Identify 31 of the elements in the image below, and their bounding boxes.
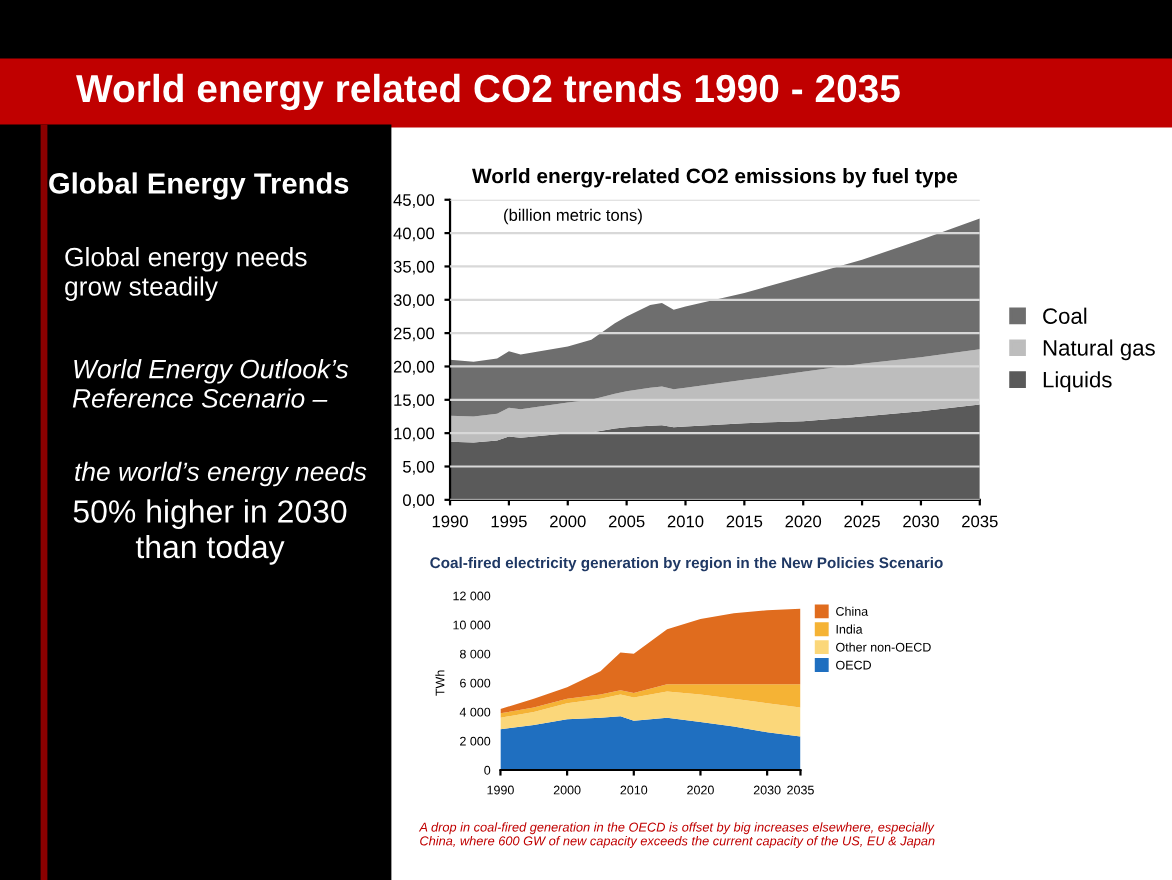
x-tick-label: 2025 [844, 515, 880, 528]
chart-title: World energy-related CO2 emissions by fuel type [472, 168, 958, 188]
annotation: (billion metric tons) [504, 208, 642, 225]
text: Global energy needs grow steadily [65, 247, 307, 301]
y-tick-label: 15,00 [394, 394, 435, 408]
x-tick-label: 2035 [962, 515, 998, 528]
y-tick-label: 10,00 [394, 427, 435, 442]
x-tick-label: 1995 [491, 515, 527, 528]
legend-label: Natural gas [1043, 339, 1155, 361]
y-tick-label: 35,00 [393, 260, 435, 275]
text: the world’s energy needs [75, 461, 367, 487]
x-tick-label: 2000 [550, 515, 586, 528]
x-tick-label: 2030 [903, 515, 939, 528]
text: 50% higher in 2030 than today [73, 499, 347, 565]
y-tick-label: 45,00 [393, 194, 435, 208]
y-tick-label: 40,00 [393, 227, 435, 242]
x-tick-label: 2010 [667, 515, 704, 528]
y-tick-label: 25,00 [393, 327, 435, 342]
x-tick-label: 2005 [608, 515, 645, 528]
legend-label: Coal [1043, 307, 1087, 324]
y-tick-label: 20,00 [393, 360, 435, 375]
text: Global Energy Trends [49, 172, 349, 200]
y-tick-label: 30,00 [393, 294, 435, 308]
text: World Energy Outlook’s Reference Scenario – [72, 359, 349, 408]
x-tick-label: 2020 [785, 515, 822, 528]
legend-label: Liquids [1043, 371, 1112, 392]
x-tick-label: 1990 [432, 515, 468, 528]
y-tick-label: 5,00 [403, 460, 435, 475]
text: World energy related CO2 trends 1990 - 2035 [76, 73, 900, 111]
x-tick-label: 2015 [726, 515, 763, 528]
y-tick-label: 0,00 [402, 494, 435, 509]
